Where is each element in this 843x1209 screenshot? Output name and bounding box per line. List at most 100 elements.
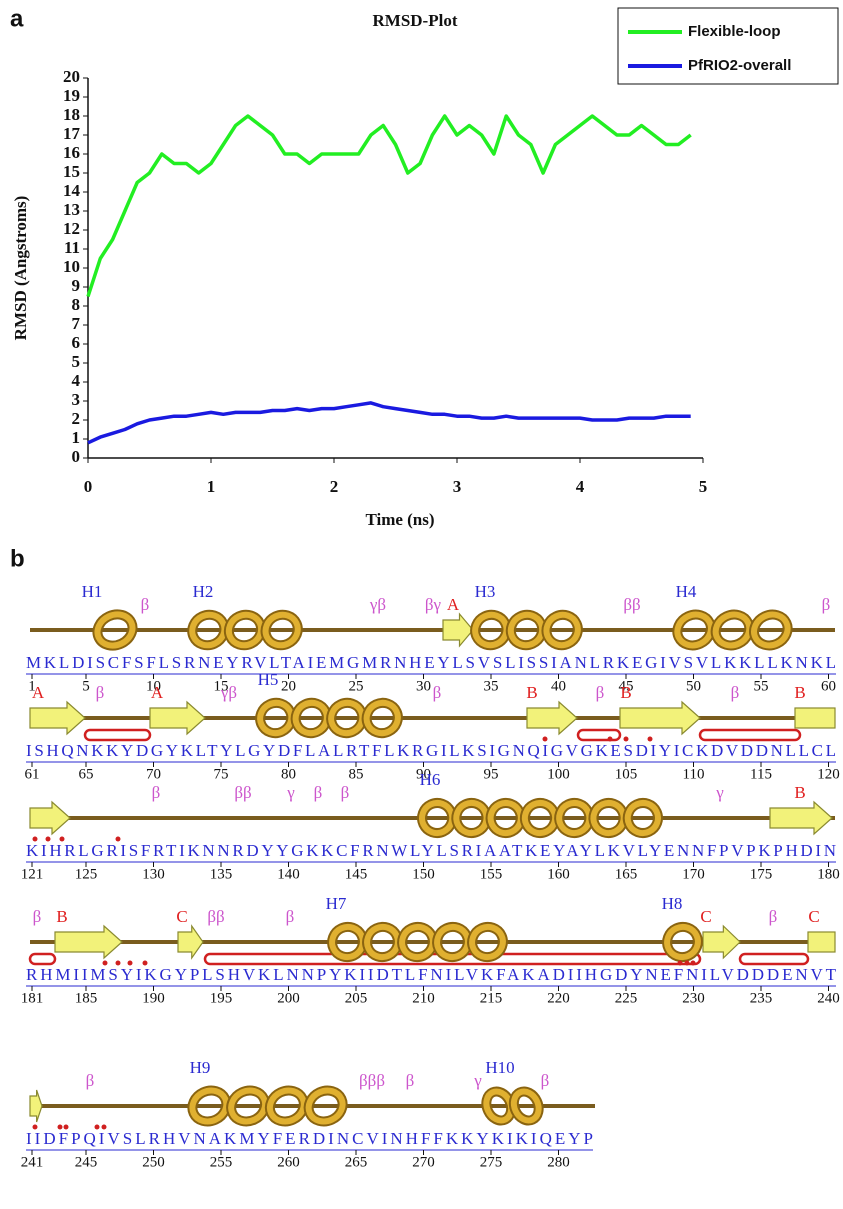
residue-number: 45: [619, 678, 634, 694]
y-tick-label: 19: [63, 86, 80, 105]
annotation: ββ: [623, 595, 640, 614]
contact-dot: [32, 1124, 38, 1130]
annotation: β: [341, 783, 350, 802]
strand: [54, 924, 123, 960]
annotation: β: [596, 683, 605, 702]
strand: [29, 800, 71, 836]
residue-number: 35: [484, 678, 499, 694]
y-tick-label: 7: [72, 314, 81, 333]
y-tick-label: 14: [63, 181, 81, 200]
hairpin: [83, 728, 152, 742]
x-tick-label: 3: [453, 477, 462, 496]
helix-turn: [257, 699, 295, 737]
residue-number: 270: [412, 1154, 435, 1170]
helix-turn: [94, 611, 136, 649]
residue-number: 125: [75, 866, 98, 882]
helix-turn: [521, 799, 559, 837]
y-tick-label: 4: [72, 371, 81, 390]
y-tick-label: 5: [72, 352, 81, 371]
annotation: B: [794, 783, 805, 802]
annotation: β: [822, 595, 831, 614]
helix-turn: [189, 1087, 230, 1125]
strand: [29, 700, 86, 736]
strand: [526, 700, 578, 736]
legend-label: PfRIO2-overall: [688, 57, 791, 74]
annotation: H3: [475, 582, 496, 601]
annotation: H1: [82, 582, 103, 601]
y-tick-label: 20: [63, 67, 80, 86]
annotation: β: [86, 1071, 95, 1090]
residue-number: 180: [817, 866, 840, 882]
residue-number: 75: [214, 766, 229, 782]
residue-number: 85: [349, 766, 364, 782]
sequence: RHMIIMSYIKGYPLSHVKLNNPYKIIDTLFNILVKFAKAD…: [26, 965, 837, 984]
residue-number: 265: [345, 1154, 368, 1170]
x-tick-label: 4: [576, 477, 585, 496]
annotation: ββ: [234, 783, 251, 802]
panel-label: b: [10, 545, 25, 572]
y-axis-label: RMSD (Angstroms): [11, 196, 30, 341]
residue-number: 220: [547, 990, 570, 1006]
helix-turn: [664, 923, 701, 961]
x-tick-label: 2: [330, 477, 339, 496]
y-tick-label: 9: [72, 276, 81, 295]
strand: [702, 924, 741, 960]
helix-turn: [419, 799, 456, 837]
x-tick-label: 1: [207, 477, 216, 496]
residue-number: 5: [82, 678, 90, 694]
annotation: H5: [258, 670, 279, 689]
hairpin: [698, 728, 802, 742]
helix-turn: [189, 611, 228, 649]
residue-number: 175: [750, 866, 773, 882]
residue-number: 195: [210, 990, 233, 1006]
residue-number: 241: [21, 1154, 44, 1170]
y-tick-label: 11: [64, 238, 80, 257]
residue-number: 210: [412, 990, 435, 1006]
helix-turn: [590, 799, 627, 837]
annotation: B: [794, 683, 805, 702]
residue-number: 181: [21, 990, 44, 1006]
contact-dot: [607, 736, 613, 742]
residue-number: 235: [750, 990, 773, 1006]
annotation: A: [151, 683, 164, 702]
y-tick-label: 8: [72, 295, 81, 314]
annotation: C: [808, 907, 819, 926]
residue-number: 105: [615, 766, 638, 782]
residue-number: 110: [683, 766, 705, 782]
residue-number: 250: [142, 1154, 165, 1170]
residue-number: 20: [281, 678, 296, 694]
residue-number: 190: [142, 990, 165, 1006]
x-axis-label: Time (ns): [365, 510, 434, 529]
annotation: β: [406, 1071, 415, 1090]
annotation: β: [769, 907, 778, 926]
residue-number: 130: [142, 866, 165, 882]
residue-number: 140: [277, 866, 300, 882]
sequence: MKLDISCFSFLSRNEYRVLTAIEMGMRNHEYLSVSLISSI…: [26, 653, 836, 672]
annotation: γ: [286, 783, 295, 802]
annotation: β: [96, 683, 105, 702]
strand: [177, 924, 204, 960]
residue-number: 225: [615, 990, 638, 1006]
residue-number: 90: [416, 766, 431, 782]
residue-number: 15: [214, 678, 229, 694]
residue-number: 215: [480, 990, 503, 1006]
annotation: B: [56, 907, 67, 926]
annotation: β: [152, 783, 161, 802]
residue-number: 135: [210, 866, 233, 882]
annotation: β: [541, 1071, 550, 1090]
residue-number: 155: [480, 866, 503, 882]
helix-turn: [364, 923, 401, 961]
y-tick-label: 15: [63, 162, 80, 181]
helix-turn: [469, 923, 506, 961]
contact-dot: [59, 836, 65, 842]
annotation: B: [526, 683, 537, 702]
annotation: A: [32, 683, 45, 702]
y-tick-label: 2: [72, 409, 81, 428]
annotation: β: [141, 595, 150, 614]
residue-number: 230: [682, 990, 705, 1006]
residue-number: 80: [281, 766, 296, 782]
y-tick-label: 17: [63, 124, 81, 143]
residue-number: 121: [21, 866, 44, 882]
helix-turn: [453, 799, 490, 837]
sequence: ISHQNKKYDGYKLTYLGYDFLALRTFLKRGILKSIGNQIG…: [26, 741, 836, 760]
